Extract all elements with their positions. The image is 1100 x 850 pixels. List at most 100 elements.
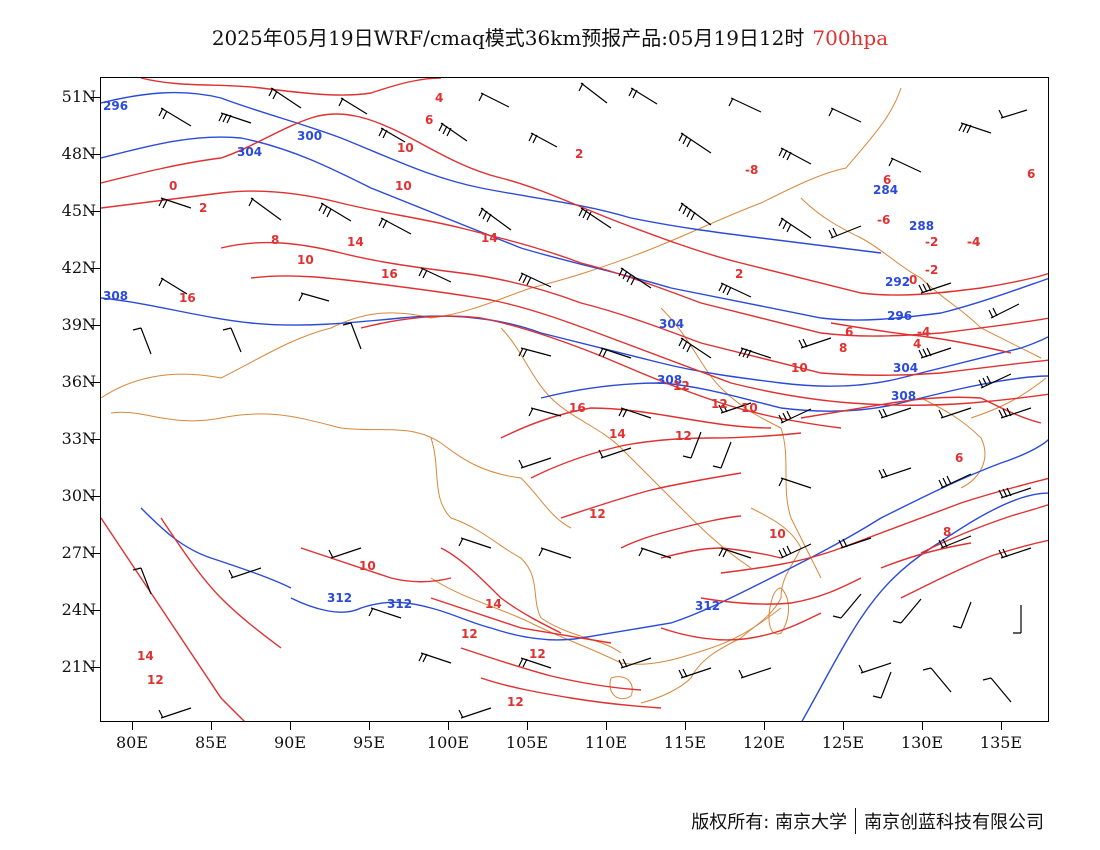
wind-barb — [892, 598, 922, 624]
wind-barb — [718, 282, 752, 298]
lat-tick — [91, 553, 100, 554]
lon-label-100e: 100E — [426, 733, 470, 752]
wind-barb — [832, 593, 862, 619]
temp-contour — [560, 472, 742, 519]
lon-label-125e: 125E — [821, 733, 865, 752]
wind-barb — [418, 267, 452, 283]
temp-label: 4 — [913, 337, 921, 351]
temp-label: 0 — [909, 273, 917, 287]
temp-contour — [101, 190, 1048, 337]
china-border — [101, 87, 902, 399]
wind-barb — [678, 667, 712, 679]
lon-label-90e: 90E — [273, 733, 307, 752]
wind-barb — [988, 303, 1020, 319]
height-label: 304 — [237, 145, 262, 159]
temp-label: 12 — [529, 647, 546, 661]
wind-barb — [682, 431, 702, 459]
lat-tick — [91, 496, 100, 497]
lat-label-51n: 51N — [61, 87, 96, 106]
wind-barb — [738, 667, 772, 679]
wind-barb — [438, 122, 468, 142]
temp-label: 14 — [137, 649, 154, 663]
temp-label: 2 — [199, 201, 207, 215]
wind-barb — [938, 535, 972, 549]
wind-barb — [778, 408, 812, 424]
temp-contour — [620, 515, 742, 549]
temp-label: 10 — [297, 253, 314, 267]
temp-label: 16 — [381, 267, 398, 281]
height-contour — [101, 297, 1048, 387]
height-label: 312 — [387, 597, 412, 611]
temp-contour — [920, 504, 1048, 554]
map-canvas: 296 300 304 308 304 308 312 312 312 284 … — [101, 78, 1048, 721]
wind-barb — [778, 147, 812, 165]
temp-contour — [700, 577, 862, 605]
lon-label-110e: 110E — [584, 733, 628, 752]
wind-barb — [318, 202, 352, 222]
temp-label: 6 — [883, 173, 891, 187]
wind-barb — [858, 662, 892, 674]
temp-contour — [880, 542, 972, 569]
temp-label: 2 — [575, 147, 583, 161]
lat-tick — [91, 268, 100, 269]
temp-contour — [900, 539, 1048, 599]
lon-tick — [448, 722, 449, 730]
wind-barb — [418, 652, 452, 664]
wind-barb — [1013, 605, 1022, 634]
lon-tick — [211, 722, 212, 730]
wind-barb — [158, 107, 192, 127]
wind-barb — [828, 225, 862, 239]
lat-tick — [91, 439, 100, 440]
wind-barb — [958, 122, 992, 134]
sichuan-border — [430, 437, 622, 654]
temp-contour — [460, 647, 642, 691]
northeast-border — [800, 197, 1042, 359]
temp-contour — [660, 612, 822, 641]
temp-label: 10 — [769, 527, 786, 541]
wind-barb — [918, 347, 952, 359]
height-label: 284 — [873, 183, 898, 197]
height-contour — [540, 375, 1048, 412]
wind-barb — [528, 407, 562, 417]
wind-barb — [218, 112, 252, 124]
height-label: 312 — [327, 591, 352, 605]
wind-barb — [458, 537, 492, 549]
temp-label: 10 — [395, 179, 412, 193]
temp-label: -4 — [917, 325, 930, 339]
wind-barb — [872, 671, 892, 699]
temp-label: 0 — [169, 179, 177, 193]
temp-label: 6 — [955, 451, 963, 465]
taiwan-border — [768, 587, 789, 635]
temp-label: 10 — [359, 559, 376, 573]
lon-label-80e: 80E — [115, 733, 149, 752]
wind-barb — [378, 217, 412, 235]
temp-contour — [480, 677, 662, 709]
wind-barb — [518, 272, 552, 288]
temp-label: 12 — [461, 627, 478, 641]
wind-barb — [778, 217, 812, 239]
wind-barb — [598, 347, 632, 359]
temp-label: 12 — [711, 397, 728, 411]
wind-barb — [878, 467, 912, 479]
height-label-layer: 296 300 304 308 304 308 312 312 312 284 … — [103, 99, 934, 613]
height-contour — [290, 439, 1048, 641]
temp-label: 6 — [845, 325, 853, 339]
wind-barb — [248, 197, 282, 221]
wind-barb — [132, 327, 152, 355]
temp-label-layer: 0 2 4 6 8 10 14 16 10 2 14 16 16 14 12 1… — [137, 91, 1035, 709]
central-border — [500, 327, 752, 569]
wind-barb — [878, 407, 912, 419]
temp-contour — [300, 547, 452, 583]
wind-barb — [728, 97, 762, 113]
temp-label: 8 — [839, 341, 847, 355]
korea-border — [920, 397, 986, 489]
wind-barb — [158, 277, 188, 295]
wind-barb — [478, 207, 512, 231]
height-label: 304 — [893, 361, 918, 375]
lon-label-105e: 105E — [505, 733, 549, 752]
wind-barb — [458, 707, 492, 719]
temp-label: 10 — [791, 361, 808, 375]
wind-barb — [998, 407, 1032, 419]
temp-contour — [101, 517, 245, 721]
lon-label-115e: 115E — [663, 733, 707, 752]
